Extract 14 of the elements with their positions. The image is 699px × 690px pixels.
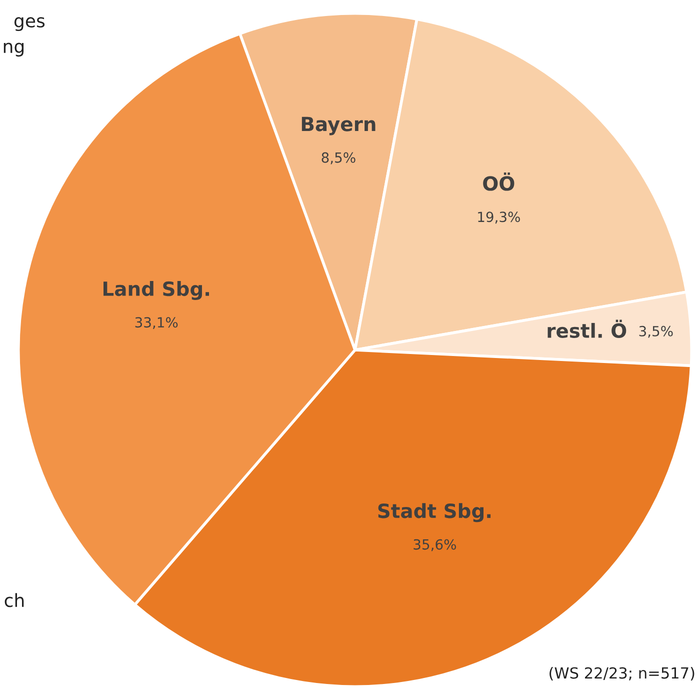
slice-label: Land Sbg.	[104, 281, 210, 300]
data-label: 35,6%	[414, 539, 456, 552]
text: ges	[14, 17, 45, 32]
slice-label: restl. Ö	[548, 320, 626, 338]
data-label: 19,3%	[478, 212, 520, 224]
text: ch	[4, 593, 24, 608]
text: (WS 22/23; n=517)	[550, 666, 694, 681]
data-label: 3,5%	[639, 326, 673, 338]
text: ng	[4, 42, 24, 57]
slice-label: Stadt Sbg.	[378, 503, 491, 522]
slice-label: Bayern	[302, 116, 376, 136]
data-label: 8,5%	[322, 152, 356, 164]
data-label: 33,1%	[135, 317, 178, 330]
slice-label: OÖ	[483, 172, 514, 191]
